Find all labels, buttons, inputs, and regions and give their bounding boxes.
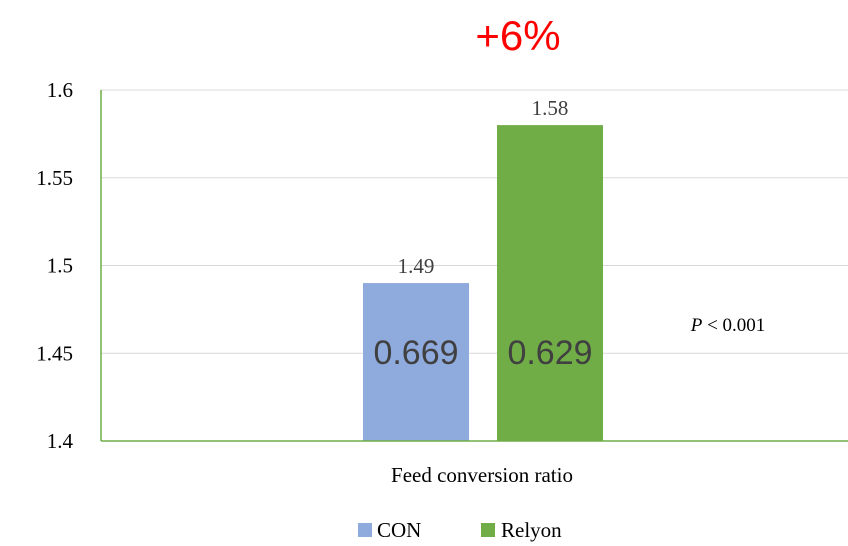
gridlines [101, 89, 848, 354]
data-labels: 1.49 0.669 1.58 0.629 [373, 96, 592, 372]
bars [363, 125, 603, 441]
bar-inner-label: 0.669 [373, 334, 458, 372]
legend: CON Relyon [358, 518, 562, 542]
legend-label: CON [377, 518, 421, 542]
bar-con [363, 283, 469, 441]
data-label: 1.49 [398, 254, 435, 278]
data-label: 1.58 [532, 96, 569, 120]
y-tick-label: 1.55 [36, 166, 73, 190]
y-axis-ticks: 1.4 1.45 1.5 1.55 1.6 [36, 78, 73, 453]
bar-relyon [497, 125, 603, 441]
legend-label: Relyon [501, 518, 562, 542]
legend-swatch [358, 523, 372, 537]
p-value-symbol: P [690, 315, 703, 336]
y-tick-label: 1.5 [47, 254, 73, 278]
y-tick-label: 1.45 [36, 341, 73, 365]
x-category-label: Feed conversion ratio [391, 463, 573, 487]
change-annotation: +6% [475, 12, 560, 59]
y-tick-label: 1.4 [47, 429, 74, 453]
p-value-text: < 0.001 [702, 315, 765, 336]
y-tick-label: 1.6 [47, 78, 73, 102]
p-value-annotation: P < 0.001 [690, 315, 766, 336]
legend-swatch [481, 523, 495, 537]
bar-inner-label: 0.629 [507, 334, 592, 372]
